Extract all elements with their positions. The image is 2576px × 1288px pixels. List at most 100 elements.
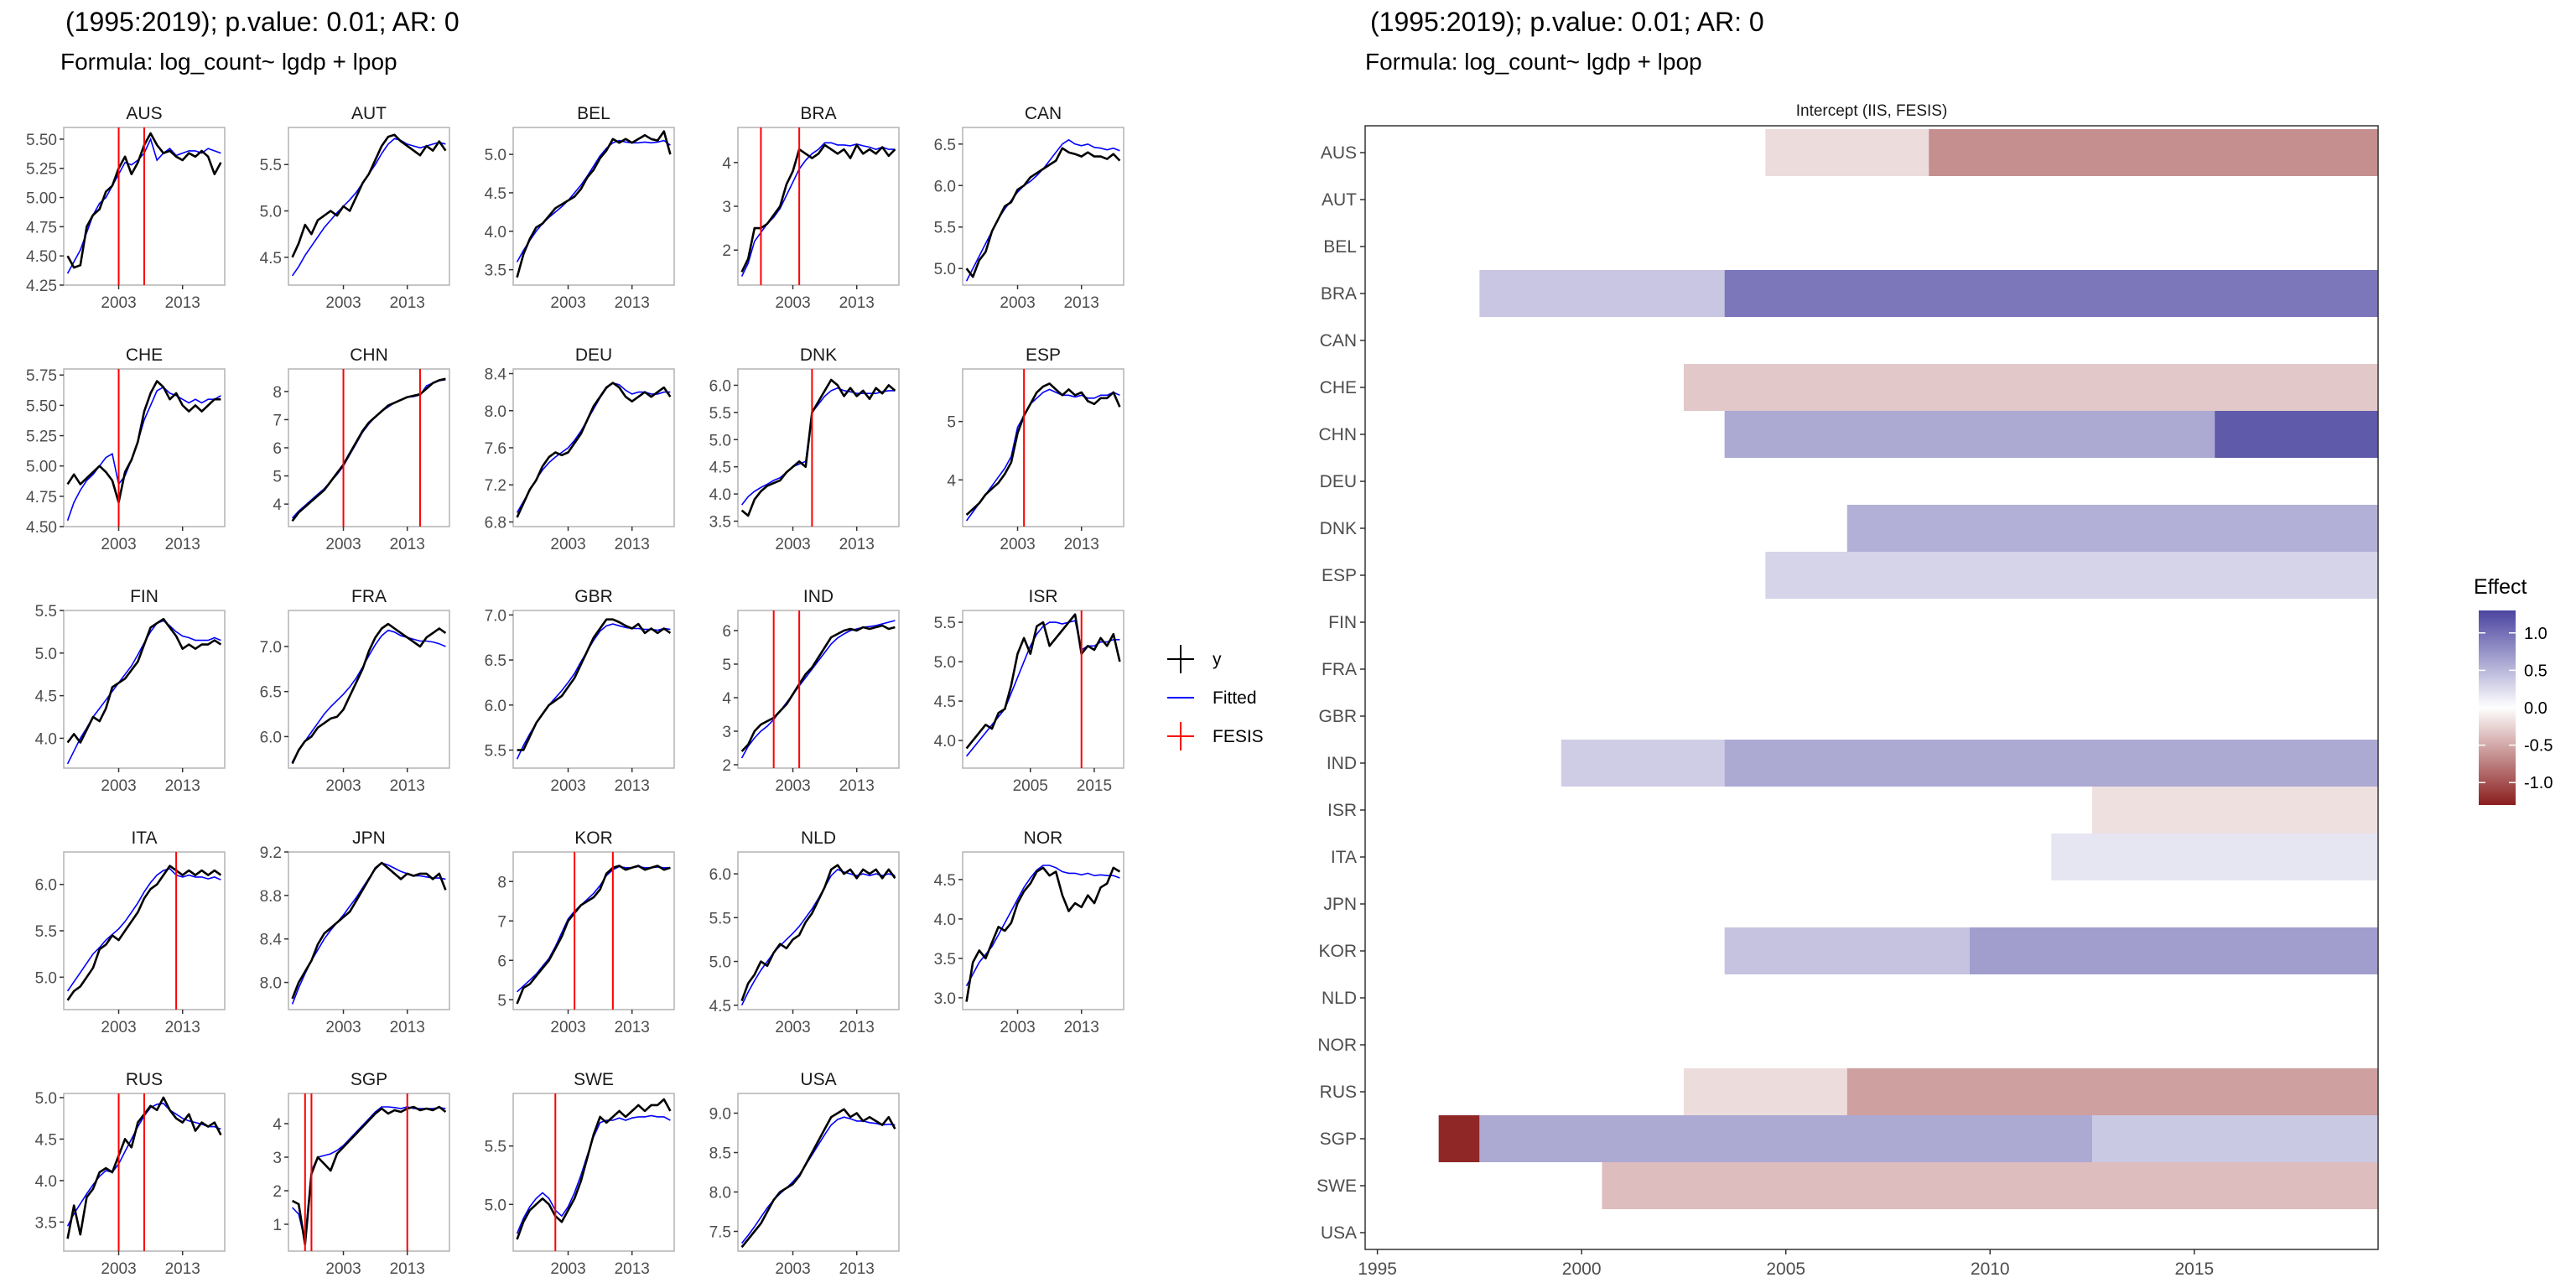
- y-tick-label: 8.4: [260, 932, 283, 949]
- effect-segment-che: [1684, 364, 2378, 411]
- panel-nld: NLD4.55.05.56.020032013: [709, 828, 899, 1036]
- y-tick-label: 5: [722, 657, 731, 674]
- panel-frame: [288, 610, 449, 768]
- panel-aut: AUT4.55.05.520032013: [260, 104, 449, 312]
- y-tick-label: 4.0: [35, 730, 57, 748]
- x-tick-label: 2013: [615, 777, 650, 795]
- legend-tick-label: -0.5: [2524, 737, 2553, 756]
- y-tick-label: 7.0: [260, 639, 282, 657]
- panel-gbr: GBR5.56.06.57.020032013: [485, 587, 674, 795]
- y-tick-label: 3.5: [485, 262, 506, 280]
- legend-label-y: y: [1213, 650, 1222, 669]
- y-tick-label: 4.5: [260, 250, 282, 267]
- x-tick-label: 2013: [390, 1260, 425, 1278]
- y-tick-label: 5.5: [35, 923, 57, 941]
- y-tick-label: 6.0: [35, 877, 57, 895]
- effect-segment-bra: [1479, 270, 1724, 317]
- country-label-fin: FIN: [1328, 613, 1357, 632]
- y-tick-label: 4.50: [26, 248, 57, 266]
- panel-ind: IND2345620032013: [722, 587, 899, 795]
- y-tick-label: 4.5: [485, 185, 506, 203]
- y-tick-label: 4.75: [26, 219, 57, 236]
- y-tick-label: 8.0: [485, 403, 506, 421]
- x-tick-label: 2003: [775, 536, 810, 553]
- country-label-ita: ITA: [1331, 848, 1357, 867]
- x-tick-label: 2003: [550, 777, 585, 795]
- x-tick-label: 2003: [101, 777, 136, 795]
- y-tick-label: 8.8: [260, 888, 282, 906]
- effect-segment-swe: [1602, 1162, 2378, 1209]
- effect-segment-chn: [2215, 411, 2378, 458]
- panel-swe: SWE5.05.520032013: [485, 1070, 674, 1278]
- panel-label: NOR: [1024, 828, 1063, 848]
- y-tick-label: 3: [722, 199, 731, 216]
- legend-label-fitted: Fitted: [1213, 688, 1257, 708]
- x-tick-label: 2003: [325, 294, 361, 312]
- y-tick-label: 4.5: [35, 1131, 57, 1149]
- x-tick-label: 2003: [101, 1019, 136, 1036]
- panel-frame: [738, 127, 899, 285]
- y-tick-label: 4.5: [709, 460, 731, 477]
- y-tick-label: 5.50: [26, 132, 57, 149]
- panel-frame: [963, 610, 1124, 768]
- panel-dnk: DNK3.54.04.55.05.56.020032013: [709, 345, 899, 553]
- panel-bel: BEL3.54.04.55.020032013: [485, 104, 674, 312]
- country-label-bra: BRA: [1321, 284, 1357, 304]
- x-tick-label: 2013: [615, 294, 650, 312]
- x-tick-label: 2013: [390, 777, 425, 795]
- panel-label: BEL: [577, 104, 610, 123]
- facet-label: Intercept (IIS, FESIS): [1796, 102, 1948, 120]
- left-figure: (1995:2019); p.value: 0.01; AR: 0 Formul…: [0, 0, 1283, 1288]
- effect-segment-dnk: [1847, 505, 2378, 552]
- y-tick-label: 8.0: [260, 975, 282, 993]
- y-tick-label: 5.0: [35, 969, 57, 987]
- y-tick-label: 5.25: [26, 428, 57, 446]
- y-tick-label: 2: [722, 242, 731, 260]
- y-tick-label: 7: [497, 913, 506, 931]
- x-tick-label: 2013: [615, 1260, 650, 1278]
- panel-label: RUS: [126, 1070, 163, 1089]
- effect-segment-aus: [1765, 129, 1929, 176]
- x-tick-label: 2003: [325, 1019, 361, 1036]
- x-tick-label: 2003: [550, 294, 585, 312]
- country-label-swe: SWE: [1317, 1176, 1357, 1196]
- y-tick-label: 7.2: [485, 477, 506, 495]
- y-tick-label: 5.5: [485, 743, 506, 761]
- x-tick-label: 2013: [839, 536, 875, 553]
- country-label-esp: ESP: [1322, 566, 1357, 585]
- x-tick-label: 2000: [1562, 1259, 1602, 1279]
- panel-sgp: SGP123420032013: [273, 1070, 449, 1278]
- panel-frame: [513, 369, 674, 527]
- panel-label: DNK: [800, 345, 837, 365]
- panel-label: CHN: [350, 345, 388, 365]
- y-tick-label: 5.5: [709, 910, 731, 927]
- y-tick-label: 5.0: [260, 204, 282, 221]
- country-label-isr: ISR: [1327, 801, 1357, 820]
- panel-frame: [738, 610, 899, 768]
- y-tick-label: 8.0: [709, 1185, 731, 1202]
- panel-label: GBR: [574, 587, 613, 606]
- panel-frame: [288, 127, 449, 285]
- panel-label: JPN: [352, 828, 386, 848]
- y-tick-label: 7.0: [485, 607, 506, 625]
- country-label-aus: AUS: [1321, 143, 1357, 163]
- x-tick-label: 2013: [1064, 536, 1099, 553]
- country-label-ind: IND: [1327, 754, 1357, 773]
- x-tick-label: 2013: [390, 536, 425, 553]
- y-tick-label: 6: [273, 440, 282, 458]
- y-tick-label: 5.00: [26, 459, 57, 476]
- panel-frame: [738, 1093, 899, 1251]
- panel-frame: [64, 852, 225, 1010]
- y-tick-label: 4.0: [709, 486, 731, 504]
- effect-segment-ind: [1725, 740, 2378, 787]
- y-tick-label: 5.5: [260, 157, 282, 174]
- x-tick-label: 2013: [839, 1260, 875, 1278]
- x-tick-label: 2013: [839, 1019, 875, 1036]
- x-tick-label: 2003: [325, 1260, 361, 1278]
- y-tick-label: 6.0: [709, 377, 731, 395]
- y-tick-label: 3.5: [35, 1214, 57, 1232]
- panel-fra: FRA6.06.57.020032013: [260, 587, 449, 795]
- x-tick-label: 2003: [775, 1260, 810, 1278]
- legend-tick-label: -1.0: [2524, 774, 2553, 792]
- y-tick-label: 5.5: [709, 405, 731, 423]
